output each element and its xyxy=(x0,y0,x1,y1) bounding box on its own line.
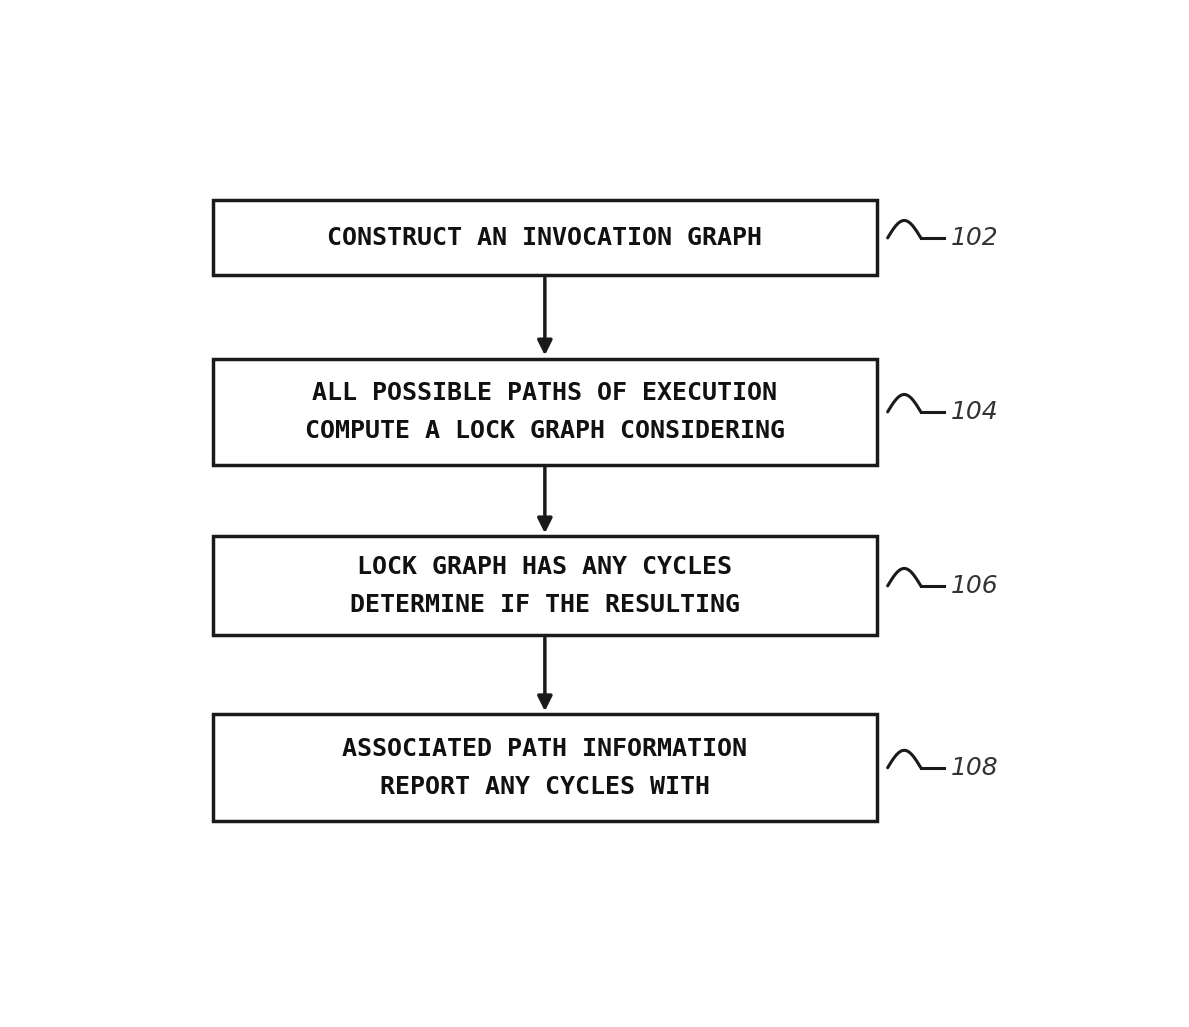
Text: 108: 108 xyxy=(950,756,998,779)
Bar xyxy=(213,358,876,465)
Text: LOCK GRAPH HAS ANY CYCLES: LOCK GRAPH HAS ANY CYCLES xyxy=(358,555,732,579)
Text: ASSOCIATED PATH INFORMATION: ASSOCIATED PATH INFORMATION xyxy=(342,736,748,761)
Text: ALL POSSIBLE PATHS OF EXECUTION: ALL POSSIBLE PATHS OF EXECUTION xyxy=(313,381,778,405)
Text: DETERMINE IF THE RESULTING: DETERMINE IF THE RESULTING xyxy=(350,593,740,617)
Bar xyxy=(213,200,876,275)
Text: 106: 106 xyxy=(950,574,998,598)
Text: REPORT ANY CYCLES WITH: REPORT ANY CYCLES WITH xyxy=(379,774,710,799)
Bar xyxy=(213,536,876,636)
Text: COMPUTE A LOCK GRAPH CONSIDERING: COMPUTE A LOCK GRAPH CONSIDERING xyxy=(304,419,785,443)
Text: 104: 104 xyxy=(950,400,998,424)
Bar xyxy=(213,715,876,822)
Text: CONSTRUCT AN INVOCATION GRAPH: CONSTRUCT AN INVOCATION GRAPH xyxy=(327,226,762,250)
Text: 102: 102 xyxy=(950,226,998,250)
